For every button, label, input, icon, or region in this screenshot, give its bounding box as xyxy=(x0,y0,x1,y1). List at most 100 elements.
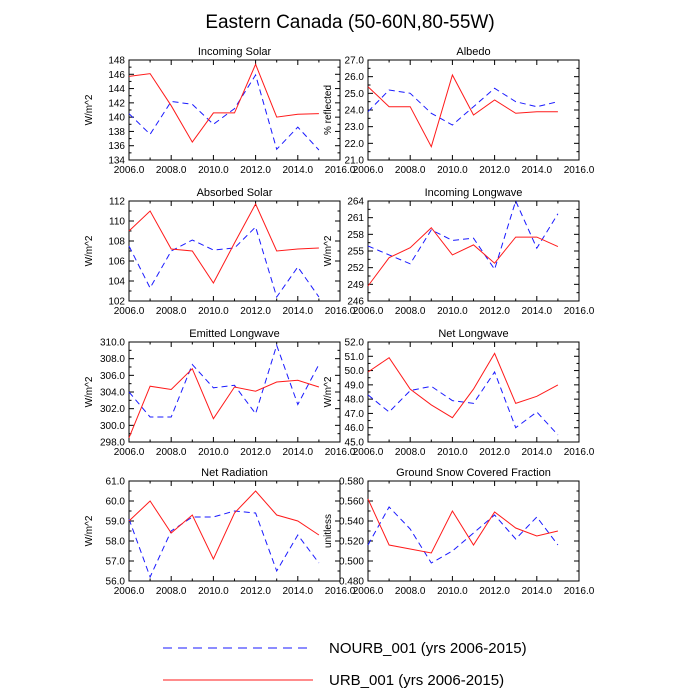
y-axis-label: W/m^2 xyxy=(323,376,334,407)
y-tick-label: 138 xyxy=(108,127,125,138)
x-tick-label: 2016.0 xyxy=(325,165,356,176)
x-tick-label: 2008.0 xyxy=(395,586,426,597)
panel-5: Emitted Longwave W/m^2 298.0 300.0 302.0 304.… xyxy=(84,328,356,458)
x-tick-label: 2010.0 xyxy=(198,447,229,458)
panel-2: Albedo % reflected 21.0 22.0 23.0 24.0 25.0 26.… xyxy=(323,46,595,176)
urb-series-line xyxy=(367,73,558,149)
y-tick-label: 264 xyxy=(347,197,364,208)
nourb-series-line xyxy=(367,506,559,564)
panel-1: Incoming Solar W/m^2 134 136 138 140 142 144 146… xyxy=(84,46,356,176)
y-tick-label: 304.0 xyxy=(100,388,125,399)
x-tick-label: 2016.0 xyxy=(564,306,595,317)
y-tick-label: 0.480 xyxy=(339,577,364,588)
y-tick-label: 148 xyxy=(108,56,125,67)
y-tick-label: 58.0 xyxy=(106,537,126,548)
nourb-series-line xyxy=(128,510,320,579)
x-tick-label: 2010.0 xyxy=(437,447,468,458)
panel-title: Albedo xyxy=(456,46,490,58)
y-tick-label: 106 xyxy=(108,257,125,268)
x-tick-label: 2006.0 xyxy=(353,165,384,176)
x-tick-label: 2010.0 xyxy=(437,306,468,317)
y-tick-label: 146 xyxy=(108,70,125,81)
urb-series-line xyxy=(128,202,319,284)
y-tick-label: 110 xyxy=(109,217,125,228)
x-tick-label: 2008.0 xyxy=(395,306,426,317)
nourb-series-line xyxy=(128,73,320,151)
y-tick-label: 21.0 xyxy=(345,156,365,167)
x-tick-label: 2010.0 xyxy=(437,586,468,597)
y-axis-label: W/m^2 xyxy=(84,94,95,125)
plot-frame xyxy=(128,200,341,302)
x-tick-label: 2012.0 xyxy=(479,306,510,317)
plot-frame xyxy=(128,480,341,582)
y-tick-label: 45.0 xyxy=(345,438,365,449)
x-tick-label: 2016.0 xyxy=(325,586,356,597)
y-tick-label: 52.0 xyxy=(345,338,365,349)
x-tick-label: 2012.0 xyxy=(479,586,510,597)
y-tick-label: 306.0 xyxy=(100,371,125,382)
y-tick-label: 22.0 xyxy=(345,139,365,150)
nourb-series-line xyxy=(128,343,320,418)
panel-title: Ground Snow Covered Fraction xyxy=(396,467,551,479)
y-tick-label: 0.540 xyxy=(339,517,364,528)
y-tick-label: 136 xyxy=(108,141,125,152)
y-tick-label: 298.0 xyxy=(100,438,125,449)
y-tick-label: 246 xyxy=(347,297,364,308)
legend-urb-label: URB_001 (yrs 2006-2015) xyxy=(329,672,504,689)
panel-8: Ground Snow Covered Fraction unitless 0.48… xyxy=(323,467,595,597)
legend: NOURB_001 (yrs 2006-2015) URB_001 (yrs 2… xyxy=(163,640,527,689)
x-tick-label: 2014.0 xyxy=(283,165,314,176)
y-axis-label: W/m^2 xyxy=(323,235,334,266)
urb-series-line xyxy=(367,498,559,554)
y-tick-label: 102 xyxy=(108,297,125,308)
x-tick-label: 2014.0 xyxy=(522,586,553,597)
plot-frame xyxy=(367,200,580,302)
y-tick-label: 308.0 xyxy=(100,354,125,365)
x-tick-label: 2006.0 xyxy=(114,306,145,317)
y-tick-label: 60.0 xyxy=(106,497,126,508)
plot-frame xyxy=(128,341,341,443)
y-tick-label: 49.0 xyxy=(345,380,365,391)
panel-7: Net Radiation W/m^2 56.0 57.0 58.0 59.0 60.0 61… xyxy=(84,467,356,597)
y-axis-label: W/m^2 xyxy=(84,376,95,407)
x-tick-label: 2006.0 xyxy=(353,306,384,317)
y-tick-label: 0.580 xyxy=(339,477,364,488)
y-tick-label: 25.0 xyxy=(345,89,365,100)
y-tick-label: 108 xyxy=(108,237,125,248)
y-axis-label: W/m^2 xyxy=(84,515,95,546)
x-tick-label: 2008.0 xyxy=(156,447,187,458)
y-tick-label: 56.0 xyxy=(106,577,126,588)
x-tick-label: 2012.0 xyxy=(240,165,271,176)
x-tick-label: 2008.0 xyxy=(395,165,426,176)
y-tick-label: 255 xyxy=(347,247,364,258)
urb-series-line xyxy=(128,490,320,561)
y-tick-label: 46.0 xyxy=(345,423,365,434)
x-tick-label: 2012.0 xyxy=(240,586,271,597)
y-tick-label: 300.0 xyxy=(100,421,125,432)
x-tick-label: 2010.0 xyxy=(198,586,229,597)
y-tick-label: 47.0 xyxy=(345,409,365,420)
panel-4: Incoming Longwave W/m^2 246 249 252 255 258 261… xyxy=(323,187,595,317)
x-tick-label: 2008.0 xyxy=(156,165,187,176)
y-tick-label: 26.0 xyxy=(345,72,365,83)
plot-frame xyxy=(367,59,580,161)
y-tick-label: 140 xyxy=(108,113,125,124)
y-tick-label: 61.0 xyxy=(106,477,126,488)
y-tick-label: 302.0 xyxy=(100,404,125,415)
x-tick-label: 2010.0 xyxy=(198,165,229,176)
panel-title: Net Radiation xyxy=(201,467,268,479)
x-tick-label: 2012.0 xyxy=(240,447,271,458)
panel-6: Net Longwave W/m^2 45.0 46.0 47.0 48.0 49.0 50.… xyxy=(323,328,595,458)
y-tick-label: 134 xyxy=(108,156,125,167)
y-tick-label: 51.0 xyxy=(345,352,365,363)
plot-frame xyxy=(367,341,580,443)
y-tick-label: 57.0 xyxy=(106,557,126,568)
urb-series-line xyxy=(367,226,559,287)
urb-series-line xyxy=(128,367,320,438)
y-tick-label: 310.0 xyxy=(100,338,125,349)
nourb-series-line xyxy=(367,199,559,271)
y-tick-label: 258 xyxy=(347,230,364,241)
y-tick-label: 144 xyxy=(108,84,125,95)
x-tick-label: 2012.0 xyxy=(240,306,271,317)
x-tick-label: 2006.0 xyxy=(114,165,145,176)
